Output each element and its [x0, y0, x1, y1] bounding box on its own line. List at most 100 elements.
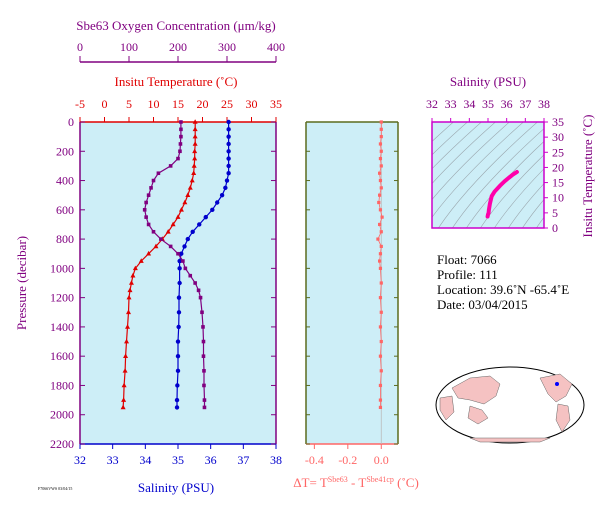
delta-point	[378, 193, 382, 197]
temperature-point	[130, 272, 136, 278]
oxygen-point	[201, 354, 206, 358]
map-land-antarctica	[469, 437, 551, 443]
oxygen-point	[200, 310, 204, 315]
salinity-series	[174, 119, 231, 410]
ts-density-contour	[508, 183, 544, 228]
salinity-point	[176, 310, 182, 315]
ts-temperature-tick-label: 25	[552, 145, 564, 159]
salinity-point	[226, 141, 231, 147]
delta-point	[379, 244, 383, 249]
delta-point	[378, 252, 383, 256]
oxygen-axis-title: Sbe63 Oxygen Concentration (μm/kg)	[76, 18, 275, 33]
delta-point	[378, 325, 383, 329]
oxygen-point	[156, 171, 161, 176]
delta-point	[378, 208, 383, 212]
delta-point	[378, 156, 383, 161]
map-land-north-america	[539, 373, 573, 403]
oxygen-point	[176, 156, 180, 161]
delta-axis-title: ΔT= TSbe63 - TSbe41cp (˚C)	[293, 475, 419, 490]
temperature-tick-label: 30	[246, 97, 258, 111]
pressure-axis-title: Pressure (decibar)	[14, 236, 29, 330]
map-land-south-america	[555, 403, 571, 433]
ts-density-contour	[494, 168, 544, 228]
ts-temperature-tick-label: 30	[552, 130, 564, 144]
ts-temperature-tick-label: 5	[552, 206, 558, 220]
salinity-tick-label: 37	[237, 453, 249, 467]
delta-point	[379, 310, 383, 314]
oxygen-point	[168, 244, 173, 249]
pressure-tick-label: 200	[56, 144, 74, 158]
oxygen-point	[202, 369, 206, 373]
delta-point	[377, 200, 381, 205]
info-profile: Profile: 111	[437, 267, 498, 282]
salinity-tick-label: 32	[74, 453, 86, 467]
ts-density-contour	[452, 128, 544, 228]
map-land-asia	[451, 375, 501, 405]
salinity-point	[226, 149, 231, 154]
temperature-point	[126, 294, 132, 300]
info-date: Date: 03/04/2015	[437, 297, 528, 312]
temperature-point	[123, 353, 129, 358]
temperature-point	[122, 368, 128, 373]
temperature-point	[182, 199, 188, 205]
ts-density-contour	[432, 122, 524, 218]
oxygen-point	[202, 405, 207, 410]
ts-density-contour	[480, 154, 544, 228]
delta-point	[378, 222, 382, 227]
ts-density-contour	[432, 122, 454, 142]
delta-point	[378, 296, 383, 300]
oxygen-point	[183, 266, 188, 271]
delta-point	[378, 383, 383, 388]
temperature-point	[192, 155, 198, 161]
salinity-point	[185, 236, 190, 242]
oxygen-point	[149, 186, 153, 190]
salinity-tick-label: 38	[270, 453, 282, 467]
temperature-point	[127, 287, 133, 293]
delta-point	[378, 266, 383, 270]
salinity-point	[179, 251, 184, 256]
salinity-point	[175, 383, 180, 388]
ts-temperature-title: Insitu Temperature (˚C)	[580, 114, 595, 237]
salinity-point	[175, 368, 181, 374]
oxygen-point	[146, 193, 151, 197]
ts-salinity-tick-label: 33	[445, 97, 457, 111]
oxygen-tick-label: 100	[120, 40, 138, 54]
ts-salinity-tick-label: 35	[482, 97, 494, 111]
salinity-point	[174, 397, 180, 403]
temperature-point	[132, 265, 138, 271]
map-land-africa	[439, 395, 455, 421]
oxygen-point	[144, 215, 148, 219]
delta-point	[378, 142, 383, 146]
oxygen-point	[201, 325, 205, 329]
delta-panel: -0.4 -0.2 0.0 ΔT= TSbe63 - TSbe41cp (˚C)	[293, 120, 419, 490]
delta-point	[378, 405, 383, 410]
map-land-australia	[467, 405, 489, 425]
ts-temperature-tick-label: 10	[552, 191, 564, 205]
temperature-point	[146, 250, 152, 256]
delta-point	[378, 354, 383, 358]
delta-point	[380, 215, 384, 219]
oxygen-tick-label: 200	[169, 40, 187, 54]
salinity-tick-label: 34	[139, 453, 151, 467]
ts-density-contour	[438, 122, 538, 228]
salinity-point	[226, 119, 231, 125]
salinity-point	[176, 324, 181, 330]
ts-temperature-tick-label: 20	[552, 160, 564, 174]
salinity-point	[224, 178, 230, 183]
oxygen-point	[181, 259, 185, 263]
oxygen-point	[159, 237, 163, 241]
ts-density-contours	[432, 122, 544, 228]
temperature-point	[125, 324, 131, 329]
salinity-point	[203, 214, 208, 220]
oxygen-point	[201, 339, 206, 344]
pressure-tick-label: 1600	[50, 349, 74, 363]
oxygen-point	[198, 295, 203, 300]
temperature-point	[128, 280, 134, 285]
oxygen-point	[144, 200, 148, 205]
oxygen-point	[176, 251, 180, 256]
salinity-point	[182, 244, 187, 249]
ts-salinity-tick-label: 37	[519, 97, 531, 111]
temperature-point	[191, 170, 197, 176]
